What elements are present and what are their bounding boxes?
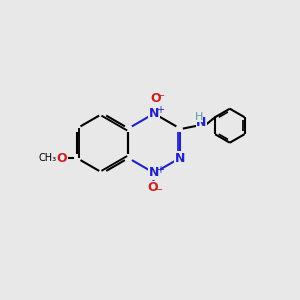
Text: −: − [157,91,165,101]
Text: O: O [57,152,68,165]
Text: H: H [195,112,203,122]
Text: N: N [196,116,207,130]
Text: N: N [149,167,159,179]
Text: +: + [156,105,164,115]
Text: O: O [150,92,161,105]
Text: O: O [148,181,158,194]
Text: +: + [156,165,164,175]
Text: −: − [155,185,163,196]
Text: CH₃: CH₃ [39,153,57,163]
Text: N: N [175,152,185,165]
Text: N: N [149,107,159,120]
